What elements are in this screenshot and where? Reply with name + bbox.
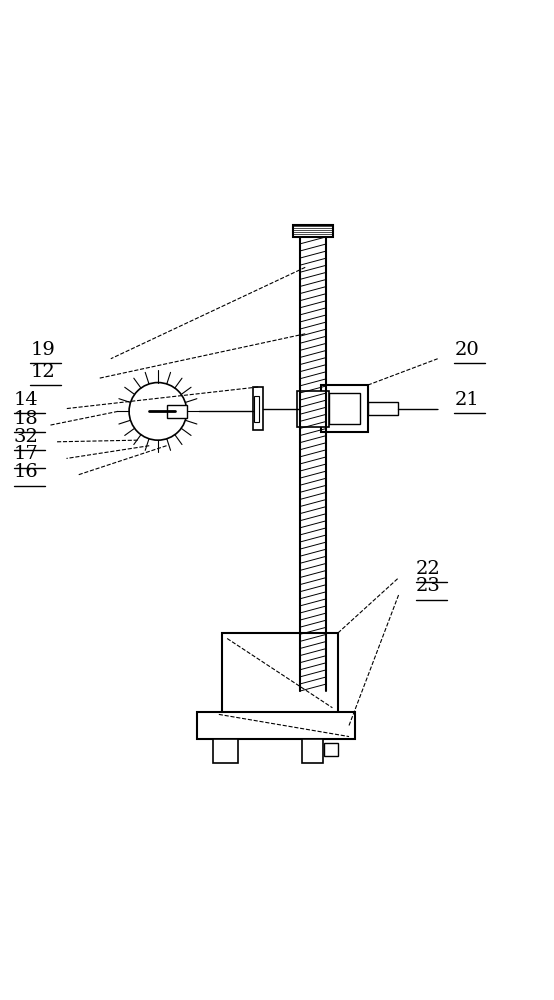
Bar bbox=[197, 712, 355, 739]
Text: 12: 12 bbox=[30, 363, 55, 381]
Bar bbox=[324, 743, 338, 756]
Bar bbox=[293, 225, 333, 237]
Bar bbox=[167, 405, 187, 418]
Bar bbox=[302, 739, 323, 763]
Text: 17: 17 bbox=[14, 445, 39, 463]
Bar bbox=[368, 402, 398, 415]
Text: 23: 23 bbox=[416, 577, 440, 595]
Text: 21: 21 bbox=[454, 391, 479, 409]
Text: 32: 32 bbox=[14, 428, 39, 446]
Text: 20: 20 bbox=[454, 341, 479, 359]
Bar bbox=[329, 393, 360, 424]
Bar bbox=[213, 739, 238, 763]
Bar bbox=[297, 391, 329, 427]
Text: 22: 22 bbox=[416, 560, 440, 578]
Bar bbox=[321, 385, 368, 432]
Bar bbox=[254, 396, 259, 422]
Text: 19: 19 bbox=[30, 341, 55, 359]
Text: 14: 14 bbox=[14, 391, 39, 409]
Text: 18: 18 bbox=[14, 410, 39, 428]
Text: 16: 16 bbox=[14, 463, 39, 481]
Bar bbox=[253, 387, 263, 430]
Bar bbox=[222, 633, 338, 713]
